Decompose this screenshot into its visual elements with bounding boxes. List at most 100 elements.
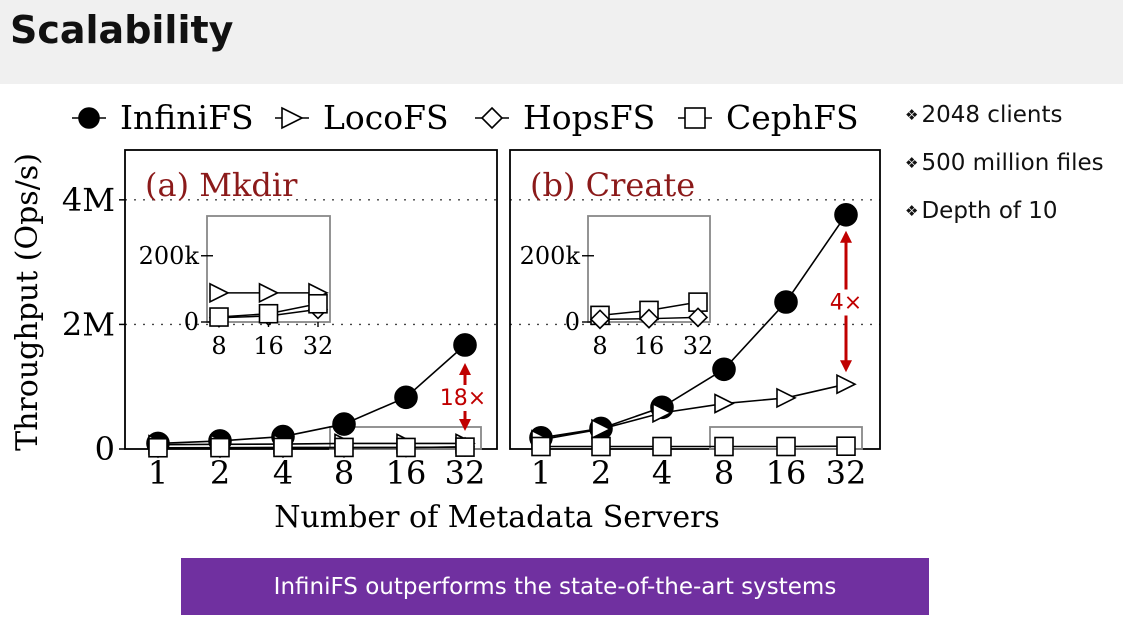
x-tick-label: 8 (334, 454, 354, 492)
x-tick-label: 2 (591, 454, 611, 492)
data-point-infinifs (394, 385, 418, 410)
data-point-cephfs (210, 437, 230, 458)
plot-frame (124, 149, 498, 450)
data-point-cephfs (836, 436, 856, 456)
y-tick-label: 0 (95, 430, 115, 468)
x-tick-label: 4 (273, 454, 293, 492)
y-axis-label: Throughput (Ops/s) (10, 153, 45, 451)
x-tick-label: 1 (148, 454, 168, 492)
data-point-locofs (652, 402, 673, 424)
y-tick-label: 4M (62, 181, 115, 219)
inset-x-tick-label: 32 (303, 332, 334, 360)
diamond-bullet-icon: ❖ (905, 106, 919, 124)
inset-series-hopsfs (589, 307, 709, 330)
data-point-cephfs (396, 437, 416, 458)
x-tick-label: 8 (714, 454, 734, 492)
series-line (540, 383, 847, 441)
data-point-infinifs (453, 333, 477, 357)
annotation-label-bg (440, 384, 486, 411)
arrow-head-up-icon (840, 230, 852, 243)
inset-y-tick-label: 200k (139, 242, 200, 270)
slide-header: Scalability (0, 0, 1123, 84)
bullet-text: 500 million files (921, 150, 1104, 176)
ratio-annotation: 4× (830, 230, 862, 373)
arrow-head-up-icon (459, 362, 471, 375)
annotation-label: 18× (440, 386, 486, 411)
data-point-cephfs (334, 437, 354, 458)
x-tick-label: 4 (652, 454, 672, 492)
x-axis-label: Number of Metadata Servers (274, 500, 720, 535)
bullet-item: ❖ Depth of 10 (905, 198, 1104, 246)
diamond-bullet-icon: ❖ (905, 154, 919, 172)
inset-series-cephfs (209, 293, 328, 327)
bullet-item: ❖ 500 million files (905, 150, 1104, 198)
x-tick-label: 1 (531, 454, 551, 492)
arrow-head-down-icon (840, 360, 852, 373)
inset-point-hopsfs (638, 308, 660, 329)
data-point-cephfs (591, 436, 611, 457)
inset-x-tick-label: 8 (211, 332, 226, 360)
summary-banner: InfiniFS outperforms the state-of-the-ar… (181, 558, 929, 615)
legend-marker-cephfs (684, 107, 706, 129)
inset-point-locofs (209, 282, 230, 304)
bullet-text: Depth of 10 (921, 198, 1058, 224)
subplot-title: (a) Mkdir (145, 166, 298, 204)
inset-point-cephfs (308, 293, 328, 314)
legend-label: LocoFS (323, 98, 449, 137)
inset-x-tick-label: 8 (592, 332, 607, 360)
series-locofs (148, 433, 476, 455)
plot-frame (509, 149, 881, 450)
data-point-cephfs (652, 436, 672, 457)
inset-point-cephfs (258, 303, 279, 324)
ratio-annotation: 18× (440, 362, 486, 431)
data-point-infinifs (712, 357, 736, 382)
inset-point-locofs (258, 282, 280, 304)
inset-point-cephfs (209, 307, 229, 327)
data-point-locofs (836, 373, 857, 395)
data-point-cephfs (455, 437, 475, 457)
data-point-cephfs (273, 437, 293, 458)
x-tick-label: 2 (210, 454, 230, 492)
legend-item-locofs: LocoFS (275, 98, 449, 137)
x-tick-label: 32 (445, 454, 486, 492)
data-point-cephfs (148, 437, 168, 458)
data-point-cephfs (531, 436, 551, 457)
annotation-label-bg (830, 289, 862, 316)
subplot-title: (b) Create (530, 166, 695, 204)
legend-item-cephfs: CephFS (678, 98, 859, 137)
legend-label: HopsFS (523, 98, 655, 137)
legend-marker-locofs (281, 106, 304, 130)
legend-item-infinifs: InfiniFS (72, 98, 254, 137)
inset-y-tick-label: 0 (184, 308, 199, 336)
series-cephfs (531, 436, 856, 457)
series-cephfs (148, 437, 475, 458)
data-point-locofs (776, 387, 797, 409)
legend-label: CephFS (726, 98, 859, 137)
inset-x-tick-label: 32 (683, 332, 714, 360)
legend-marker-hopsfs (480, 106, 504, 130)
data-point-locofs (591, 418, 612, 440)
subplot-b-create: 1 2 4 8 16 32 (b) Create 0 200k 8 16 32 4× (509, 149, 881, 492)
inset-point-hopsfs (687, 307, 709, 328)
throughput-chart: InfiniFS LocoFS HopsFS CephFS Throughput (Op… (10, 98, 881, 535)
y-tick-label: 2M (62, 305, 115, 343)
bullet-list: ❖ 2048 clients ❖ 500 million files ❖ Depth … (905, 102, 1104, 246)
inset-point-hopsfs (589, 309, 611, 330)
data-point-cephfs (776, 436, 796, 457)
data-point-infinifs (332, 412, 356, 436)
x-tick-label: 16 (386, 454, 427, 492)
bullet-item: ❖ 2048 clients (905, 102, 1104, 150)
legend-label: InfiniFS (120, 98, 254, 137)
bullet-text: 2048 clients (921, 102, 1063, 128)
inset-y-tick-label: 0 (565, 308, 580, 336)
diamond-bullet-icon: ❖ (905, 202, 919, 220)
inset-y-tick-label: 200k (520, 242, 581, 270)
slide-title: Scalability (10, 8, 234, 52)
x-tick-label: 32 (826, 454, 867, 492)
data-point-cephfs (714, 436, 734, 457)
data-point-infinifs (774, 290, 798, 314)
arrow-head-down-icon (459, 419, 471, 431)
inset-plot: 0 200k 8 16 32 (520, 215, 714, 360)
legend-item-hopsfs: HopsFS (475, 98, 655, 137)
x-tick-label: 16 (766, 454, 807, 492)
